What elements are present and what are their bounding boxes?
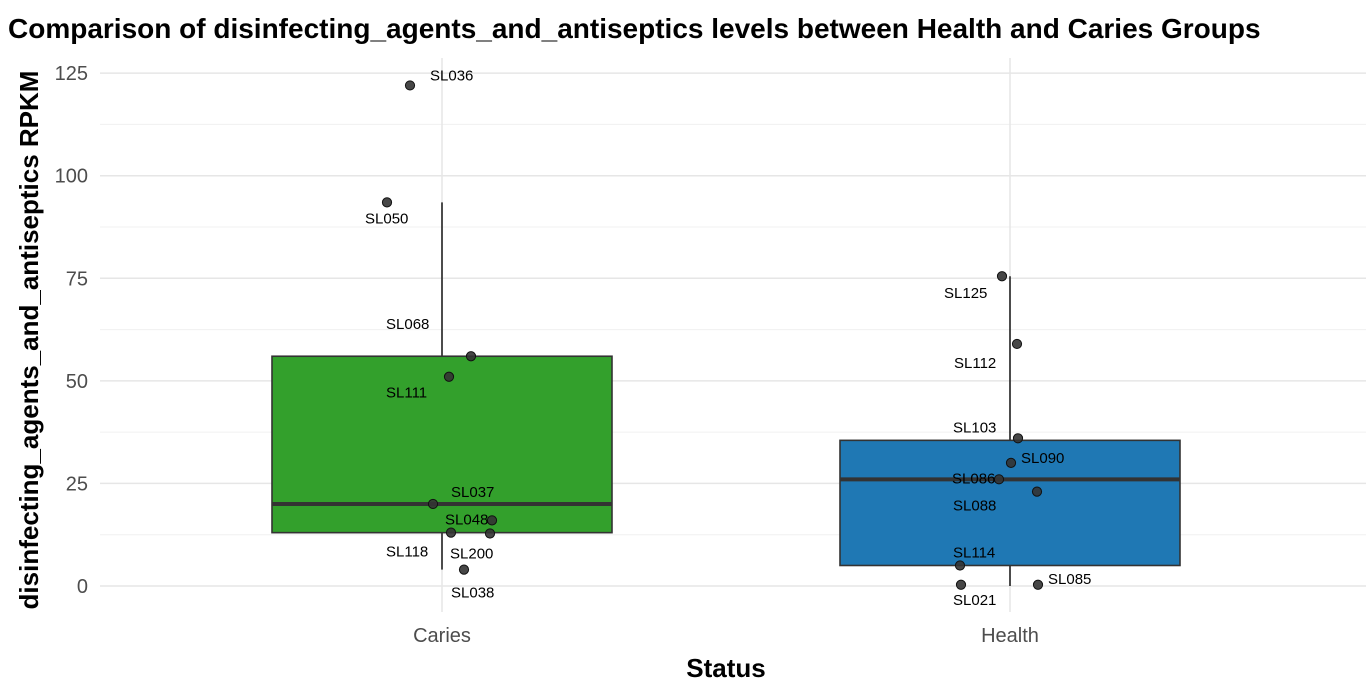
data-point [443,371,455,382]
data-point [1011,338,1023,350]
point-label: SL088 [953,498,996,515]
point-label: SL112 [954,355,996,372]
x-axis-title: Status [686,653,765,683]
box-caries [271,355,613,534]
point-label: SL086 [952,470,995,487]
data-point [996,271,1008,282]
data-point [954,560,966,571]
point-label: SL036 [430,67,473,84]
chart-title: Comparison of disinfecting_agents_and_an… [8,13,1261,44]
data-point [955,579,967,590]
point-label: SL090 [1021,450,1064,467]
point-label: SL037 [451,484,494,501]
y-tick-label: 125 [55,63,88,85]
data-point [458,564,470,575]
data-point [1012,433,1024,444]
x-tick-label: Caries [413,625,471,647]
y-axis-title: disinfecting_agents_and_antiseptics RPKM [14,71,44,610]
point-label: SL118 [386,544,428,561]
data-point [445,527,457,538]
point-label: SL200 [450,545,493,562]
axis-ticks: 0 25 50 75 100 125 Caries Health [55,63,1039,647]
y-tick-label: 75 [66,268,88,290]
point-label: SL114 [953,544,995,561]
y-tick-label: 50 [66,371,88,393]
data-point [404,80,416,91]
data-point [427,498,439,510]
point-label: SL048 [445,511,488,528]
y-tick-label: 25 [66,473,88,495]
data-point [1005,457,1017,469]
point-label: SL021 [953,592,996,609]
point-label: SL125 [944,285,987,302]
point-label: SL068 [386,316,429,333]
data-points: SL036 SL050 SL068 SL111 SL037 SL048 SL118 SL200… [365,67,1091,608]
data-point [484,528,496,539]
y-tick-label: 100 [55,166,88,188]
point-label: SL038 [451,585,494,602]
data-point [1032,579,1044,590]
point-label: SL085 [1048,571,1091,588]
y-tick-label: 0 [77,576,88,598]
point-label: SL103 [953,419,996,436]
data-point [1031,486,1043,497]
data-point [486,515,498,526]
data-point [465,351,477,362]
point-label: SL111 [386,385,427,402]
data-point [993,474,1005,485]
data-point [381,197,393,208]
boxes [271,202,1181,586]
point-label: SL050 [365,210,408,227]
x-tick-label: Health [981,625,1039,647]
